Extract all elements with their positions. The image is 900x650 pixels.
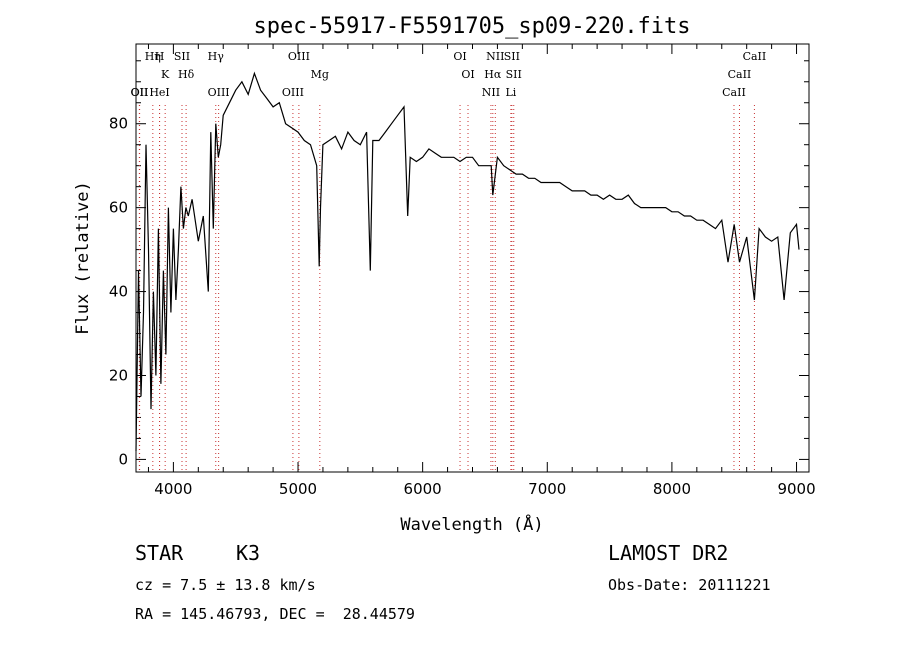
x-tick-label: 4000 (154, 480, 192, 498)
object-type: STAR (135, 541, 184, 565)
survey-name: LAMOST DR2 (608, 541, 729, 565)
obs-date: Obs-Date: 20111221 (608, 576, 771, 594)
y-tick-label: 0 (118, 450, 128, 468)
spectral-line-label: OII (131, 86, 149, 99)
spectral-line-label: Li (505, 86, 516, 99)
x-tick-label: 7000 (528, 480, 566, 498)
spectral-line-label: SII (506, 68, 522, 81)
spectral-line-label: Hη (145, 50, 161, 63)
redshift-text: cz = 7.5 ± 13.8 km/s (135, 576, 316, 594)
spectrum-line (135, 71, 800, 452)
y-tick-label: 40 (109, 283, 128, 301)
coordinates: RA = 145.46793, DEC = 28.44579 (135, 605, 415, 623)
object-subclass: K3 (236, 541, 261, 565)
y-tick-label: 60 (109, 199, 128, 217)
spectral-line-label: OIII (282, 86, 304, 99)
spectral-line-label: Mg (311, 68, 329, 81)
y-tick-label: 80 (109, 115, 128, 133)
chart-title: spec-55917-F5591705_sp09-220.fits (253, 14, 690, 39)
x-tick-label: 6000 (404, 480, 442, 498)
x-axis-label: Wavelength (Å) (400, 513, 543, 535)
spectral-line-label: OIII (288, 50, 310, 63)
x-tick-label: 9000 (777, 480, 815, 498)
spectral-line-label: OII (131, 86, 149, 99)
spectral-line-label: NII (486, 50, 504, 63)
spectral-line-label: H (155, 50, 165, 63)
spectral-line-label: OI (461, 68, 474, 81)
x-tick-label: 5000 (279, 480, 317, 498)
spectral-line-label: CaII (722, 86, 746, 99)
spectral-line-label: Hγ (208, 50, 225, 63)
spectral-line-label: OI (453, 50, 466, 63)
spectral-line-label: HeI (149, 86, 169, 99)
spectral-line-label: K (161, 68, 170, 81)
spectral-line-label: Hα (484, 68, 502, 81)
spectral-line-label: SII (504, 50, 520, 63)
spectral-line-label: NII (482, 86, 500, 99)
y-tick-label: 20 (109, 366, 128, 384)
y-axis-label: Flux (relative) (73, 181, 93, 335)
x-tick-label: 8000 (653, 480, 691, 498)
spectral-line-label: CaII (743, 50, 767, 63)
spectral-line-label: SII (174, 50, 190, 63)
spectral-line-label: CaII (728, 68, 752, 81)
spectral-line-label: Hδ (178, 68, 195, 81)
plot-frame (135, 43, 810, 473)
spectral-line-label: OIII (208, 86, 230, 99)
